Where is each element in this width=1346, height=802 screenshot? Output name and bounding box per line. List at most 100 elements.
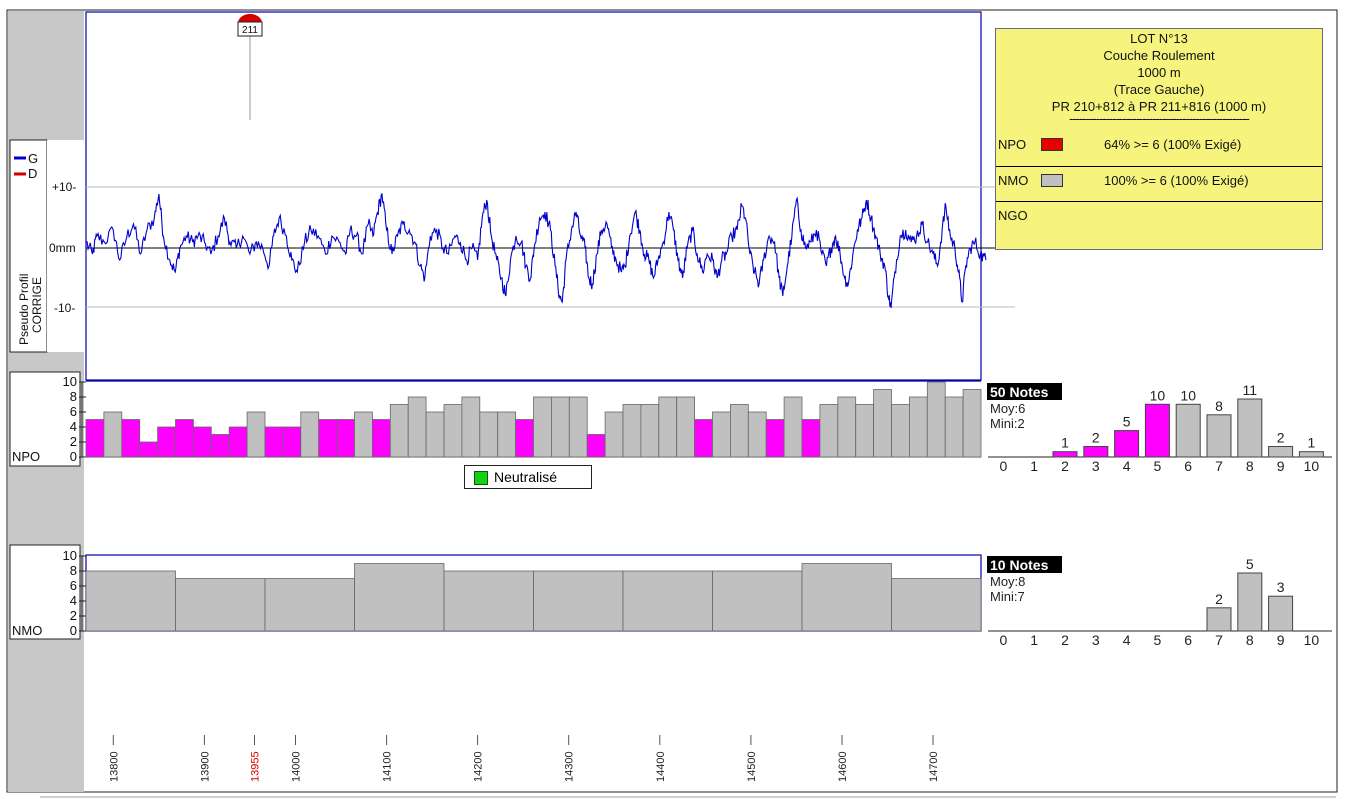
- nmo-hist-tick-5: 5: [1154, 632, 1162, 648]
- npo-hist-bar-5: [1144, 403, 1170, 458]
- npo-hist-bar-7: [1206, 414, 1232, 458]
- nmo-stats-min: Mini:7: [990, 589, 1025, 604]
- npo-bar-47: [909, 396, 928, 458]
- neutralized-label: Neutralisé: [494, 469, 558, 485]
- npo-hist-bar-8: [1237, 398, 1263, 458]
- nmo-hist-tick-0: 0: [1000, 632, 1008, 648]
- pr-marker-dome: [238, 14, 262, 23]
- nmo-hist-tick-2: 2: [1061, 632, 1069, 648]
- npo-bar-38: [747, 411, 767, 458]
- npo-bar-16: [354, 411, 373, 458]
- npo-bar-17: [371, 419, 391, 458]
- nmo-ytick-6: 6: [70, 578, 77, 593]
- npo-bar-26: [533, 396, 552, 458]
- legend-d-label: D: [28, 166, 37, 181]
- npo-bar-12: [282, 426, 302, 458]
- nmo-hist-tick-8: 8: [1246, 632, 1254, 648]
- npo-ytick-2: 2: [70, 434, 77, 449]
- npo-bar-8: [210, 434, 230, 458]
- npo-hist-bar-9: [1268, 446, 1294, 458]
- npo-hist-value-5: 10: [1150, 387, 1166, 403]
- npo-ytick-8: 8: [70, 389, 77, 404]
- npo-bar-42: [819, 404, 839, 458]
- npo-bar-6: [175, 419, 194, 458]
- npo-ytick-10: 10: [63, 374, 77, 389]
- legend-g-label: G: [28, 151, 38, 166]
- info-row-nmo-value: 100% >= 6 (100% Exigé): [1104, 173, 1249, 188]
- nmo-hist-tick-7: 7: [1215, 632, 1223, 648]
- npo-hist-value-3: 2: [1092, 430, 1100, 446]
- nmo-ytick-0: 0: [70, 623, 77, 638]
- x-tick-14600: 14600: [837, 751, 849, 782]
- npo-bar-34: [676, 396, 696, 458]
- x-tick-14500: 14500: [746, 751, 758, 782]
- npo-hist-tick-7: 7: [1215, 458, 1223, 474]
- npo-hist-value-2: 1: [1061, 435, 1069, 451]
- x-axis: 13800 13900 14000 14100 14200 14300 14400 14500…: [108, 735, 940, 782]
- info-separator: ----------------------------------------…: [1069, 111, 1250, 126]
- npo-hist-tick-6: 6: [1184, 458, 1192, 474]
- nmo-hist-tick-9: 9: [1277, 632, 1285, 648]
- nmo-hist-tick-6: 6: [1184, 632, 1192, 648]
- npo-bar-21: [443, 404, 463, 458]
- nmo-bar-7: [622, 570, 713, 632]
- info-layer: Couche Roulement: [1103, 48, 1215, 63]
- lot-info-box: LOT N°13 Couche Roulement 1000 m (Trace …: [995, 28, 1323, 250]
- npo-bar-24: [497, 411, 517, 458]
- info-row-npo-label: NPO: [998, 137, 1027, 152]
- x-tick-marker-13955: 13955: [250, 751, 262, 782]
- npo-bar-15: [336, 419, 355, 458]
- pr-marker-label: 211: [242, 25, 258, 36]
- nmo-bar-5: [443, 570, 534, 632]
- nmo-stats-header: 10 Notes: [990, 557, 1049, 573]
- npo-hist-bar-10: [1298, 451, 1324, 458]
- info-row-nmo: NMO 100% >= 6 (100% Exigé): [996, 166, 1322, 202]
- npo-hist-value-8: 11: [1243, 382, 1258, 398]
- nmo-bar-2: [175, 578, 266, 632]
- nmo-histogram: 0 1 2 3 4 5 6 2 7 5 8 3 9 10: [988, 556, 1332, 648]
- npo-hist-bar-3: [1083, 446, 1109, 458]
- npo-bar-46: [891, 404, 910, 458]
- x-tick-14400: 14400: [655, 751, 667, 782]
- npo-bar-36: [712, 411, 731, 458]
- profile-ylabel: Pseudo Profil: [17, 274, 31, 345]
- nmo-hist-tick-10: 10: [1304, 632, 1320, 648]
- npo-bar-40: [783, 396, 803, 458]
- x-tick-14000: 14000: [291, 751, 303, 782]
- info-pr-range: PR 210+812 à PR 211+816 (1000 m): [1051, 99, 1267, 114]
- npo-hist-tick-3: 3: [1092, 458, 1100, 474]
- nmo-hist-tick-3: 3: [1092, 632, 1100, 648]
- nmo-ytick-10: 10: [63, 548, 77, 563]
- npo-bar-23: [479, 411, 499, 458]
- npo-bar-28: [568, 396, 588, 458]
- npo-bar-4: [139, 441, 158, 458]
- nmo-bar-10: [891, 578, 982, 632]
- npo-bar-9: [228, 426, 248, 458]
- nmo-ytick-8: 8: [70, 563, 77, 578]
- npo-bar-2: [103, 411, 123, 458]
- nmo-hist-bar-7: [1206, 607, 1232, 632]
- nmo-hist-bar-8: [1237, 572, 1263, 632]
- neutralized-swatch: [474, 471, 488, 485]
- npo-bar-22: [461, 396, 481, 458]
- nmo-hist-value-7: 2: [1215, 591, 1223, 607]
- x-tick-14300: 14300: [564, 751, 576, 782]
- nmo-bar-9: [801, 563, 892, 632]
- npo-bar-27: [551, 396, 570, 458]
- x-tick-13800: 13800: [108, 751, 120, 782]
- npo-stats-mean: Moy:6: [990, 401, 1025, 416]
- info-row-ngo-label: NGO: [998, 208, 1028, 223]
- info-length: 1000 m: [1137, 65, 1181, 80]
- npo-bar-10: [246, 411, 266, 458]
- profile-axis-box: [47, 140, 84, 352]
- nmo-hist-value-8: 5: [1246, 556, 1254, 572]
- nmo-bar-4: [354, 563, 445, 632]
- npo-bar-43: [837, 396, 857, 458]
- nmo-stats-header-bg: [987, 556, 1062, 573]
- npo-ytick-6: 6: [70, 404, 77, 419]
- npo-ytick-4: 4: [70, 419, 77, 434]
- npo-hist-value-4: 5: [1123, 414, 1131, 430]
